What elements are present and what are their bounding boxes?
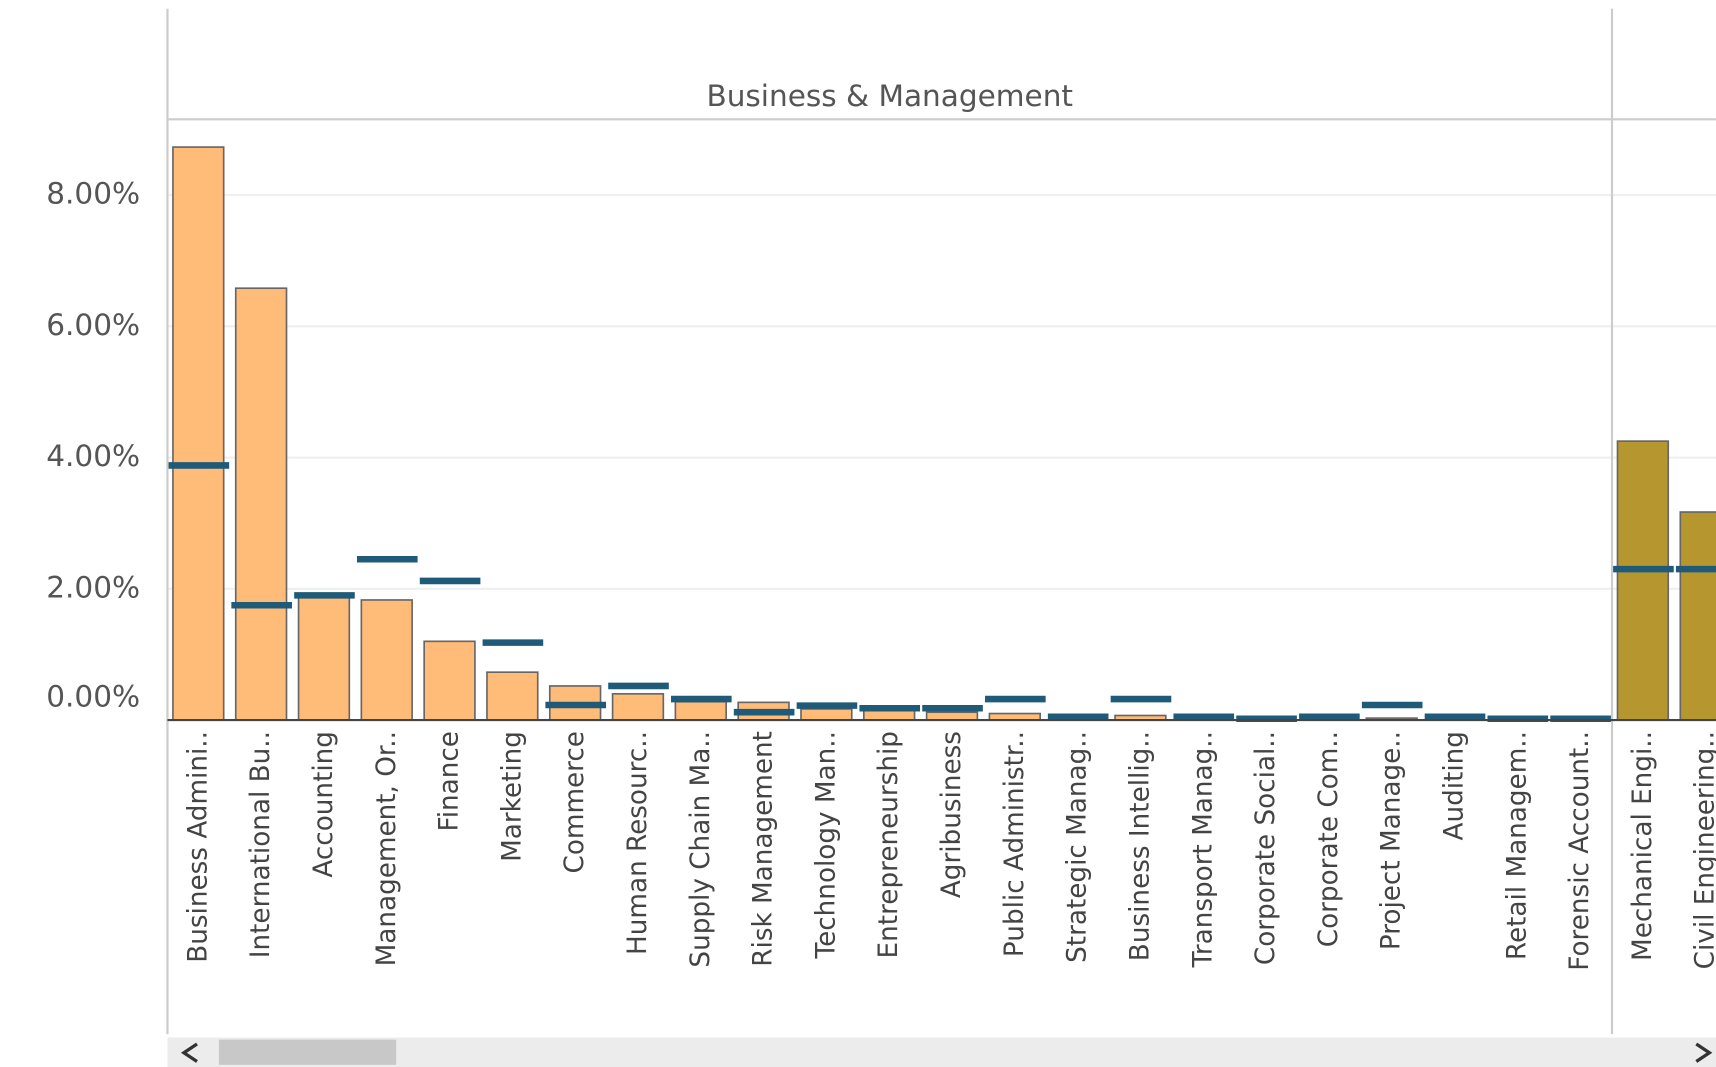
x-tick-label: Corporate Com.. (1314, 731, 1344, 947)
x-tick-label: Human Resourc.. (623, 731, 653, 955)
x-tick-label: Civil Engineering.. (1691, 731, 1716, 969)
x-tick-label: Agribusiness (937, 731, 967, 898)
scrollbar[interactable] (167, 1037, 1716, 1067)
x-tick-label: Business Intellig.. (1125, 731, 1155, 961)
background (166, 8, 1716, 1035)
x-tick-label: Accounting (309, 731, 339, 878)
x-tick-label: Strategic Manag.. (1063, 731, 1093, 963)
bar (925, 711, 979, 721)
bar (1616, 440, 1670, 721)
bar (486, 671, 539, 721)
x-tick-label: Marketing (497, 731, 527, 862)
bar (172, 146, 225, 721)
x-tick-label: Business Admini.. (183, 731, 213, 963)
x-tick-label: Entrepreneurship (874, 731, 904, 958)
bar (234, 287, 288, 721)
x-tick-label: Finance (435, 731, 465, 831)
x-tick-label: Auditing (1439, 731, 1469, 840)
x-tick-label: Transport Manag.. (1188, 731, 1218, 968)
y-tick-label: 8.00% (46, 176, 140, 210)
panel-title: Business & Management (706, 79, 1073, 113)
scroll-left[interactable] (180, 1042, 198, 1063)
x-tick-label: Project Manage.. (1377, 731, 1407, 950)
y-tick-label: 6.00% (46, 308, 140, 342)
x-tick-label: Corporate Social.. (1251, 731, 1281, 965)
x-tick-label: Retail Managem.. (1502, 731, 1532, 960)
x-tick-label: Risk Management (749, 731, 779, 967)
bar (297, 593, 351, 721)
y-tick-label: 2.00% (46, 570, 140, 604)
bar (611, 693, 665, 721)
x-tick-label: Management, Or.. (372, 731, 402, 966)
bar (423, 640, 476, 721)
scrollbar-thumb[interactable] (218, 1039, 397, 1065)
x-tick-label: International Bu.. (246, 731, 276, 958)
bar (360, 599, 413, 721)
x-tick-label: Commerce (560, 731, 590, 873)
x-tick-label: Forensic Account.. (1565, 731, 1595, 971)
y-tick-label: 0.00% (46, 680, 140, 714)
bar (674, 700, 727, 721)
bar (862, 709, 916, 721)
x-tick-label: Supply Chain Ma.. (686, 731, 716, 968)
x-tick-label: Technology Man.. (811, 731, 841, 959)
x-tick-label: Mechanical Engi.. (1628, 731, 1658, 961)
y-tick-label: 4.00% (46, 439, 140, 473)
bar (1679, 511, 1716, 721)
scroll-right[interactable] (1695, 1042, 1713, 1063)
x-tick-label: Public Administr.. (1000, 731, 1030, 957)
bar (800, 708, 853, 721)
